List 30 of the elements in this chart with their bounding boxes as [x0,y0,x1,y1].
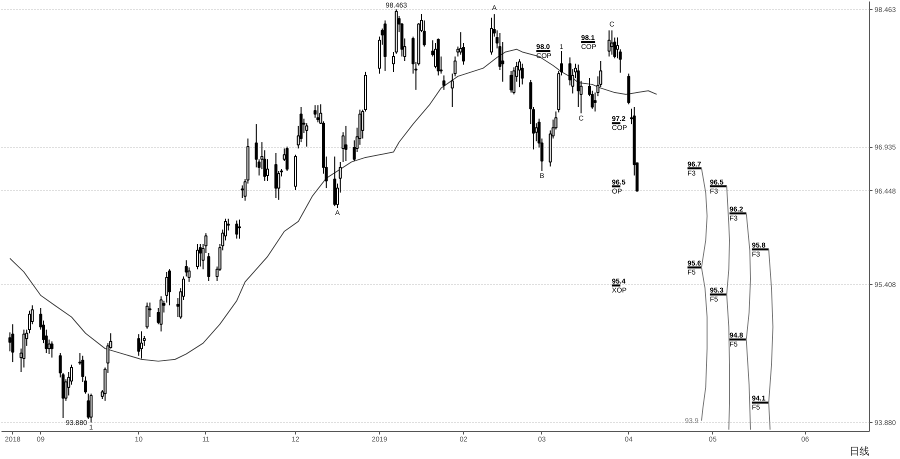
candlestick [207,252,210,282]
candlestick [274,152,278,199]
candlestick [305,122,308,148]
candlestick [140,330,144,359]
candlestick [434,42,438,69]
line-series [746,212,751,430]
candlestick [286,146,289,172]
candlestick [344,125,348,162]
candlestick [520,63,524,85]
candlestick [490,17,494,56]
candlestick [90,393,93,423]
text: 日线 [850,446,870,458]
candlestick [11,324,14,363]
candlestick [198,243,202,268]
candlestick [137,334,140,356]
line-series [726,186,730,430]
candlestick [518,58,522,88]
line-series [768,248,774,430]
candlestick [50,340,54,358]
candlestick [510,70,513,94]
candlestick [608,30,611,57]
candlestick [235,220,238,240]
candlestick [266,158,270,182]
candlestick [238,219,242,240]
candlestick [442,74,446,90]
candlestick [314,104,317,118]
line-series [701,168,708,422]
candlestick [196,243,200,270]
candlestick [168,268,172,306]
candlestick [146,302,149,330]
